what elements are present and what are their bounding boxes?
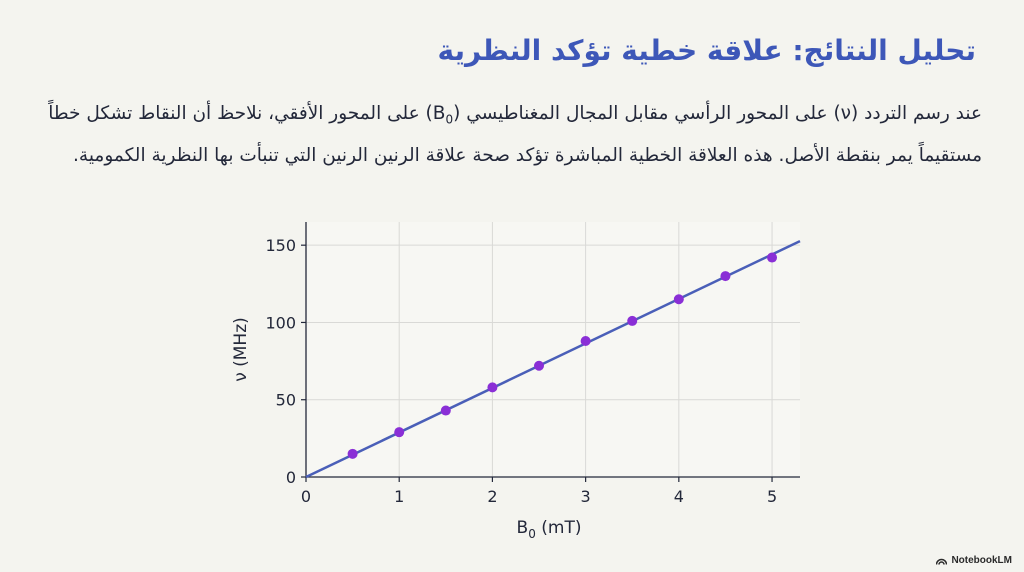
x-tick-label: 0 [301,487,311,506]
data-point [534,360,545,371]
chart-points [347,252,778,459]
slide-title: تحليل النتائج: علاقة خطية تؤكد النظرية [437,34,976,67]
x-axis-label-unit: (mT) [536,518,582,538]
x-axis-label-sub: 0 [528,527,536,541]
paragraph-part2: ) على المحور الأفقي، نلاحظ أن النقاط تشك… [48,103,982,166]
y-axis-label: ν (MHz) [231,317,251,382]
x-axis-label: B0 (mT) [517,518,582,541]
watermark-text: NotebookLM [951,555,1012,566]
x-axis-label-main: B [517,518,529,538]
chart-grid [306,222,800,477]
x-tick-label: 2 [487,487,497,506]
y-tick-label: 0 [286,468,296,487]
data-point [347,448,358,459]
paragraph-subscript: 0 [445,112,454,127]
data-point [487,382,498,393]
notebooklm-watermark: NotebookLM [936,555,1012,566]
data-point [440,405,451,416]
x-tick-label: 4 [674,487,684,506]
data-point [394,427,405,438]
fit-line [305,239,801,479]
plot-background [306,222,800,477]
data-point [720,271,731,282]
y-tick-label: 100 [265,313,296,332]
data-point [627,315,638,326]
slide-paragraph: عند رسم التردد (ν) على المحور الرأسي مقا… [32,96,982,174]
x-tick-label: 5 [767,487,777,506]
notebooklm-logo-icon [936,558,948,565]
chart-axes [301,222,800,482]
x-tick-label: 3 [581,487,591,506]
data-point [580,336,591,346]
y-tick-label: 50 [276,391,296,410]
x-tick-label: 1 [394,487,404,506]
y-tick-label: 150 [265,236,296,255]
paragraph-part1: عند رسم التردد (ν) على المحور الرأسي مقا… [432,103,982,124]
data-point [673,294,684,305]
data-point [767,252,778,263]
